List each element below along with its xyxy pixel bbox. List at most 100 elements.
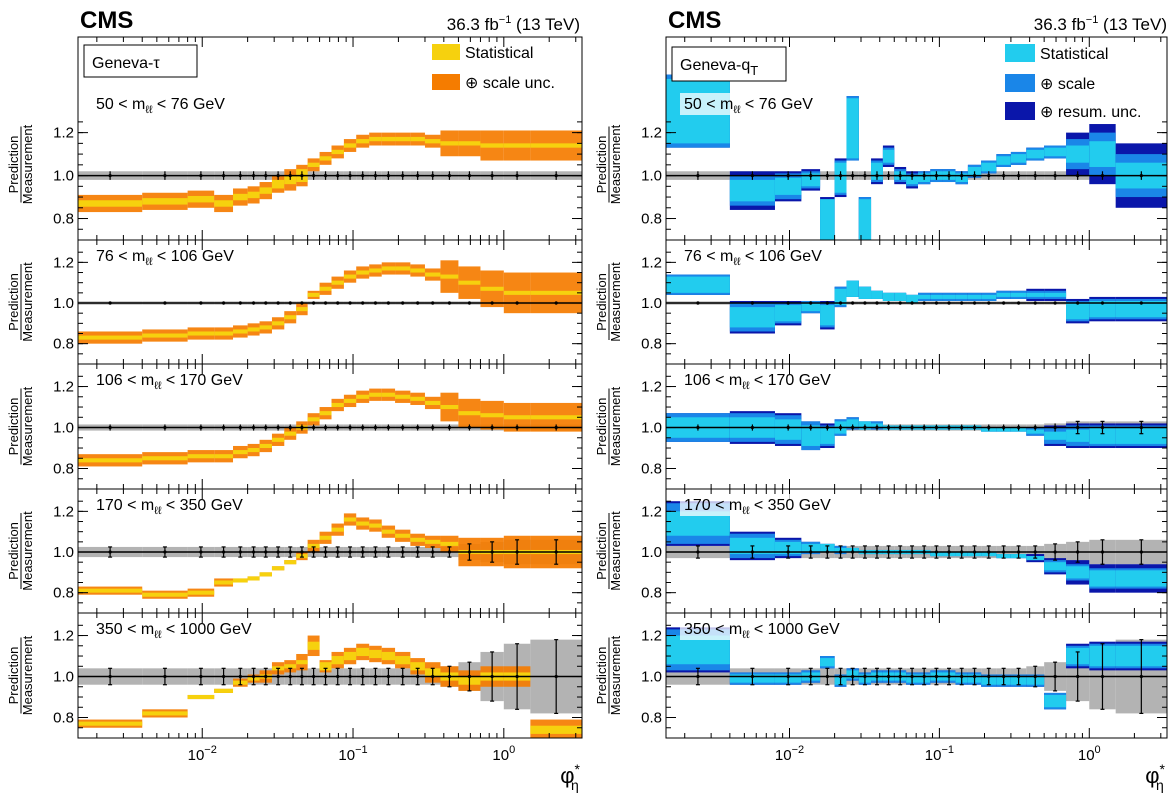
meas-point (851, 425, 855, 430)
meas-point (838, 550, 843, 554)
meas-point (875, 173, 879, 178)
meas-point (199, 425, 203, 430)
meas-point (825, 301, 829, 305)
meas-point (386, 301, 390, 305)
meas-point (809, 301, 813, 305)
panel-3 (78, 388, 582, 467)
meas-point (199, 550, 203, 554)
pred-stat-band (187, 195, 215, 203)
meas-point (264, 674, 268, 679)
pred-stat-band (666, 276, 730, 293)
pred-stat-band (1066, 303, 1090, 320)
meas-point (401, 674, 405, 679)
meas-point (288, 301, 292, 305)
pred-stat-band (319, 662, 332, 671)
y-tick-label: 0.8 (641, 710, 662, 727)
meas-point (696, 173, 700, 178)
pred-stat-band (530, 725, 582, 734)
y-tick-label: 1.0 (53, 544, 74, 561)
meas-point (898, 674, 902, 679)
pred-stat-band (846, 419, 859, 428)
meas-point (199, 301, 203, 305)
meas-point (1100, 550, 1105, 554)
meas-point (1139, 674, 1143, 679)
meas-point (934, 173, 939, 178)
pred-stat-band (187, 331, 215, 336)
y-axis-title-den: Measurement (608, 511, 623, 591)
meas-point (323, 173, 328, 178)
y-axis-title-den: Measurement (20, 124, 35, 204)
meas-point (336, 301, 340, 305)
pred-stat-band (530, 290, 582, 295)
meas-point (886, 301, 891, 305)
meas-point (323, 425, 328, 430)
meas-point (1076, 674, 1080, 679)
pred-stat-band (729, 307, 775, 328)
meas-point (416, 173, 420, 178)
legend-label-scale-left: ⊕ scale unc. (465, 75, 555, 92)
meas-point (373, 674, 378, 679)
meas-point (1016, 550, 1021, 554)
mass-range-label: 170 < mℓℓ < 350 GeV (96, 497, 243, 517)
y-axis-title-num: Prediction (6, 273, 21, 331)
y-tick-label: 0.8 (641, 336, 662, 353)
y-tick-label: 1.0 (53, 669, 74, 686)
meas-point (221, 674, 226, 679)
legend-swatch-scale-left (432, 74, 460, 90)
pred-stat-band (503, 415, 531, 420)
y-axis-title-num: Prediction (6, 522, 21, 580)
pred-stat-band (1044, 562, 1067, 571)
pred-stat-band (871, 290, 883, 299)
pred-stat-band (187, 454, 215, 459)
meas-point (1139, 550, 1143, 554)
pred-stat-band (1044, 694, 1067, 708)
pred-stat-band (906, 294, 919, 304)
meas-point (886, 173, 891, 178)
meas-point (238, 674, 242, 679)
y-tick-label: 1.2 (641, 379, 662, 396)
pred-stat-band (319, 286, 332, 291)
pred-stat-band (78, 721, 143, 726)
y-axis-title-num: Prediction (594, 522, 609, 580)
meas-point (373, 301, 378, 305)
pred-stat-band (271, 437, 285, 442)
pred-stat-band (233, 193, 248, 201)
meas-point (264, 301, 268, 305)
meas-point (809, 425, 813, 430)
meas-point (348, 173, 352, 178)
meas-point (750, 550, 755, 554)
y-axis-title: Prediction Measurement (6, 124, 35, 204)
panel-4 (666, 501, 1167, 593)
y-axis-title-num: Prediction (594, 273, 609, 331)
y-axis-title-num: Prediction (6, 647, 21, 705)
meas-point (960, 173, 964, 178)
pred-stat-band (356, 521, 370, 526)
legend-label-scale-right: ⊕ scale (1040, 76, 1095, 93)
y-tick-label: 1.0 (53, 420, 74, 437)
pred-stat-band (284, 560, 297, 565)
pred-stat-band (319, 411, 332, 416)
y-tick-label: 0.8 (53, 585, 74, 602)
meas-point (786, 173, 790, 178)
meas-point (960, 425, 964, 430)
meas-point (947, 173, 951, 178)
pred-stat-band (894, 292, 907, 301)
meas-point (750, 173, 755, 178)
pred-stat-band (774, 305, 802, 322)
meas-point (431, 301, 435, 305)
pred-stat-band (858, 286, 872, 299)
pred-stat-band (1115, 300, 1167, 318)
pred-stat-band (395, 136, 411, 142)
pred-stat-band (1010, 292, 1027, 297)
x-axis-title-right: φ* η (1145, 761, 1165, 793)
pred-stat-band (882, 292, 895, 301)
meas-point (1002, 674, 1006, 679)
meas-point (467, 674, 472, 679)
meas-point (490, 425, 494, 430)
meas-point (490, 674, 494, 679)
pred-stat-band (1066, 566, 1090, 579)
y-tick-label: 1.2 (641, 254, 662, 271)
pred-stat-band (729, 179, 775, 202)
meas-point (386, 674, 390, 679)
meas-point (108, 674, 112, 679)
